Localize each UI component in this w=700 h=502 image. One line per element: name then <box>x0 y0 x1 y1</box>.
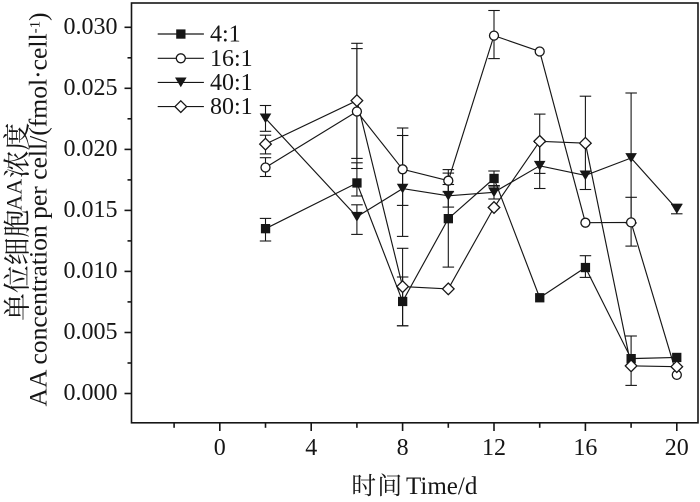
svg-text:8: 8 <box>397 435 409 461</box>
svg-text:16: 16 <box>573 435 597 461</box>
svg-text:20: 20 <box>665 435 689 461</box>
svg-text:AA: AA <box>1 179 26 211</box>
svg-text:Time/d: Time/d <box>406 473 478 497</box>
svg-text:0.015: 0.015 <box>64 197 118 223</box>
svg-text:80:1: 80:1 <box>210 94 253 120</box>
svg-text:0: 0 <box>214 435 226 461</box>
svg-text:4: 4 <box>305 435 317 461</box>
svg-text:0.020: 0.020 <box>64 136 118 162</box>
svg-text:0.005: 0.005 <box>64 319 118 345</box>
svg-text:0.030: 0.030 <box>64 14 118 40</box>
svg-text:AA concentration per cell/(fmo: AA concentration per cell/(fmol·cell-1) <box>24 13 53 407</box>
svg-text:40:1: 40:1 <box>210 70 253 96</box>
svg-text:12: 12 <box>482 435 506 461</box>
svg-text:0.000: 0.000 <box>64 380 118 406</box>
svg-text:0.025: 0.025 <box>64 75 118 101</box>
svg-text:4:1: 4:1 <box>210 22 241 48</box>
svg-text:0.010: 0.010 <box>64 258 118 284</box>
svg-text:16:1: 16:1 <box>210 46 253 72</box>
